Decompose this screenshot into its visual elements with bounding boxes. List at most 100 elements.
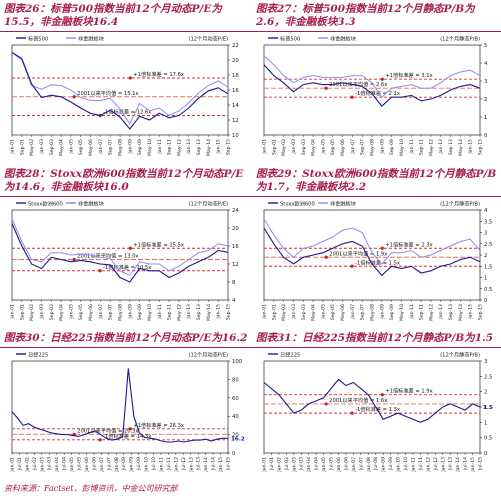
x-tick-label: Jan-03 xyxy=(291,304,297,320)
x-tick-label: Jan-05 xyxy=(321,457,327,473)
y-tick-label: 1 xyxy=(484,115,487,121)
x-tick-label: May-06 xyxy=(88,139,94,156)
x-tick-label: Sep-03 xyxy=(49,139,55,155)
y-tick-label: 1 xyxy=(484,276,487,282)
x-tick-label: Jul-07 xyxy=(106,457,112,471)
x-tick-label: May-08 xyxy=(118,304,124,321)
y-tick-label: 0 xyxy=(484,133,488,139)
x-tick-label: May-10 xyxy=(399,139,405,156)
band-marker xyxy=(72,95,76,99)
y-tick-label: 16 xyxy=(232,88,239,94)
x-tick-label: Sep-03 xyxy=(49,304,55,320)
x-tick-label: May-06 xyxy=(340,139,346,156)
x-tick-label: Jan-03 xyxy=(291,139,297,155)
y-tick-label: 0 xyxy=(232,451,236,457)
band-label: 2001以来平均值 = 2.6x xyxy=(329,80,387,88)
x-tick-label: May-12 xyxy=(428,304,434,321)
y-tick-label: 0 xyxy=(484,298,488,304)
x-tick-label: Jan-09 xyxy=(379,139,385,155)
x-tick-label: Jul-12 xyxy=(433,457,439,471)
band-label: 2001以来平均值 = 1.9x xyxy=(329,249,387,257)
caption-rule xyxy=(0,196,501,197)
x-tick-label: Jul-04 xyxy=(314,457,320,471)
y-tick-label: 2 xyxy=(484,97,487,103)
axis-note: (12个月静态P/B) xyxy=(440,200,480,208)
x-tick-label: Jul-08 xyxy=(373,457,379,471)
x-tick-label: Jan-13 xyxy=(188,457,194,473)
x-tick-label: May-04 xyxy=(59,304,65,321)
axis-note: (12个月静态P/B) xyxy=(440,351,480,359)
source-note: 资料来源：Factset，彭博资讯，中金公司研究部 xyxy=(4,484,178,493)
y-tick-label: 3 xyxy=(484,359,487,365)
legend-label-nonfin: 非金融板块 xyxy=(330,200,357,208)
band-marker xyxy=(98,269,102,273)
x-tick-label: Sep-15 xyxy=(478,139,484,155)
x-tick-label: Jul-09 xyxy=(388,457,394,471)
x-tick-label: Jul-03 xyxy=(47,457,53,471)
x-tick-label: May-12 xyxy=(176,304,182,321)
series-line-index xyxy=(263,378,481,423)
x-tick-label: Jul-15 xyxy=(226,457,232,471)
x-tick-label: May-06 xyxy=(88,304,94,321)
y-tick-label: 4 xyxy=(484,61,488,67)
x-tick-label: Sep-13 xyxy=(448,304,454,320)
band-marker xyxy=(128,76,132,80)
legend-label-index: 标普500 xyxy=(28,35,48,43)
x-tick-label: Jan-01 xyxy=(10,457,16,473)
legend-label-index: 标普500 xyxy=(280,35,300,43)
series-line-index xyxy=(11,368,228,443)
band-label: 2001以来平均值 = 20.3x xyxy=(77,426,138,434)
series-line-nonfin xyxy=(263,55,481,98)
x-tick-label: May-04 xyxy=(311,304,317,321)
legend-label-nonfin: 非金融板块 xyxy=(78,35,105,43)
x-tick-label: Jan-14 xyxy=(455,457,461,473)
y-tick-label: 5 xyxy=(484,43,487,49)
band-marker xyxy=(72,257,76,262)
x-tick-label: Sep-09 xyxy=(137,304,143,320)
y-tick-label: 2 xyxy=(484,390,487,396)
chart-panel-26: 标普500 非金融板块 (12个月动态P/E) 10 12 14 16 18 20 22 Jan-0… xyxy=(4,33,248,163)
y-tick-label: 2.5 xyxy=(484,242,492,248)
y-tick-label: 3 xyxy=(484,79,487,85)
band-label: +1倍标准差 = 17.6x xyxy=(133,70,184,78)
band-marker xyxy=(380,393,384,397)
x-tick-label: Sep-11 xyxy=(167,304,173,320)
figure-26-caption: 图表26：标普500指数当前12个月动态P/E为15.5，非金融板块16.4 xyxy=(4,3,222,28)
x-tick-label: Jan-01 xyxy=(262,304,268,320)
band-label: 2001以来平均值 = 13.0x xyxy=(77,252,138,260)
x-tick-label: Jul-11 xyxy=(418,457,424,471)
x-tick-label: Jan-09 xyxy=(129,457,135,473)
end-value-label: 1.5 xyxy=(483,405,493,411)
y-tick-label: 3.5 xyxy=(484,219,492,225)
x-tick-label: Jul-10 xyxy=(403,457,409,471)
x-tick-label: May-10 xyxy=(399,304,405,321)
x-tick-label: Sep-05 xyxy=(330,304,336,320)
x-tick-label: Jan-15 xyxy=(470,457,476,473)
series-line-index xyxy=(11,52,229,130)
x-tick-label: Jan-02 xyxy=(24,457,30,473)
y-tick-label: 22 xyxy=(232,43,239,49)
x-tick-label: May-08 xyxy=(118,139,124,156)
x-tick-label: May-02 xyxy=(29,304,35,321)
x-tick-label: Jul-01 xyxy=(17,457,23,471)
x-tick-label: Sep-11 xyxy=(167,139,173,155)
x-tick-label: Jan-05 xyxy=(68,304,74,320)
chart-panel-27: 标普500 非金融板块 (12个月静态P/B) 0 1 2 3 4 5 Jan-01 Sep-01 M… xyxy=(256,33,500,163)
x-tick-label: Jul-08 xyxy=(121,457,127,471)
series-line-nonfin xyxy=(263,218,481,265)
x-tick-label: Sep-01 xyxy=(271,139,277,155)
x-tick-label: Jan-08 xyxy=(114,457,120,473)
end-value-label: 16.2 xyxy=(231,436,245,442)
y-tick-label: 3 xyxy=(484,231,487,237)
y-tick-label: 100 xyxy=(232,359,243,365)
y-tick-label: 4 xyxy=(484,208,488,214)
series-line-nonfin xyxy=(11,52,229,125)
x-tick-label: Jan-04 xyxy=(54,457,60,473)
x-tick-label: Jan-15 xyxy=(468,304,474,320)
x-tick-label: Jul-05 xyxy=(329,457,335,471)
legend-label-index: Stoxx欧洲600 xyxy=(28,200,63,208)
caption-rule xyxy=(0,347,501,348)
chart-panel-28: Stoxx欧洲600 非金融板块 (12个月动态P/E) 4 8 12 16 20 24 Jan-… xyxy=(4,198,248,328)
x-tick-label: Sep-13 xyxy=(196,139,202,155)
